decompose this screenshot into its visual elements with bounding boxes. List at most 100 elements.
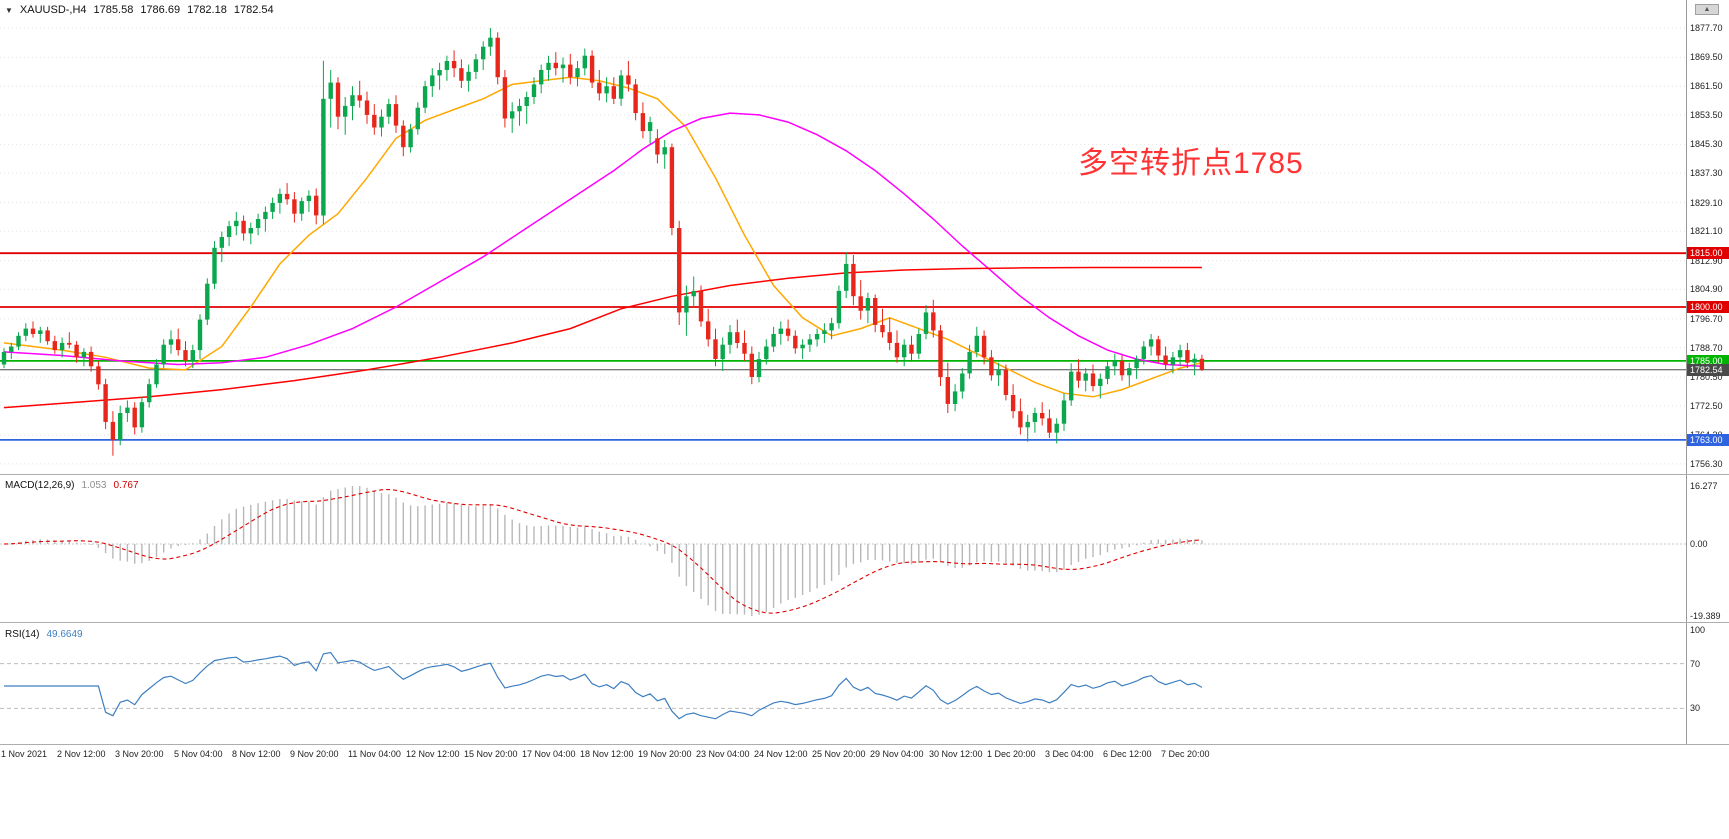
candle xyxy=(1185,342,1190,369)
candle xyxy=(154,359,159,388)
panel-separator-main-macd[interactable] xyxy=(0,474,1729,475)
candle xyxy=(364,91,370,124)
rsi-line xyxy=(4,651,1203,720)
candle xyxy=(197,314,203,360)
axis-top-button[interactable]: ▲ xyxy=(1695,4,1719,15)
candle xyxy=(822,323,827,343)
panel-separator-rsi-time[interactable] xyxy=(0,744,1729,745)
price-tick-label: 1756.30 xyxy=(1690,459,1723,469)
rsi-header: RSI(14) 49.6649 xyxy=(5,629,83,640)
candle xyxy=(785,319,791,342)
candle xyxy=(38,326,43,343)
candle xyxy=(451,50,457,78)
candle xyxy=(560,57,566,83)
candle xyxy=(314,188,319,225)
candle xyxy=(408,123,413,153)
time-axis-label: 19 Nov 20:00 xyxy=(638,749,692,759)
candle xyxy=(531,77,537,105)
candle xyxy=(756,351,762,383)
price-tick-label: 1861.50 xyxy=(1690,81,1723,91)
time-axis-label: 17 Nov 04:00 xyxy=(522,749,576,759)
candle xyxy=(1134,355,1139,379)
time-axis-label: 1 Nov 2021 xyxy=(1,749,48,759)
candle xyxy=(248,222,253,245)
candle xyxy=(698,285,704,327)
candle xyxy=(386,98,391,124)
candle xyxy=(633,79,638,121)
chart-annotation-text[interactable]: 多空转折点1785 xyxy=(1078,147,1304,180)
candle xyxy=(1141,341,1146,365)
rsi-indicator-chart[interactable] xyxy=(0,624,1686,744)
candle xyxy=(669,143,675,236)
macd-header: MACD(12,26,9) 1.053 0.767 xyxy=(5,480,139,491)
candle xyxy=(103,378,108,430)
candle xyxy=(1018,398,1023,435)
ohlc-open-value: 1785.58 xyxy=(93,4,134,16)
candle xyxy=(321,60,326,225)
candle xyxy=(742,330,747,361)
candle xyxy=(836,285,842,329)
candle xyxy=(219,231,224,263)
candle xyxy=(1040,402,1045,426)
price-tick-label: 1877.70 xyxy=(1690,23,1723,33)
candle xyxy=(357,80,362,108)
candle xyxy=(16,332,21,351)
time-axis-label: 18 Nov 12:00 xyxy=(580,749,634,759)
candle xyxy=(996,362,1001,386)
candle xyxy=(844,252,849,298)
rsi-axis-label: 100 xyxy=(1690,625,1706,635)
candle xyxy=(923,305,929,340)
candle xyxy=(466,64,471,92)
price-tick-label: 1821.10 xyxy=(1690,226,1723,236)
candle xyxy=(241,215,246,241)
candle xyxy=(1054,418,1059,444)
candle xyxy=(626,61,631,92)
candle xyxy=(415,102,420,135)
candle xyxy=(1083,368,1088,392)
time-axis-label: 8 Nov 12:00 xyxy=(232,749,281,759)
candle xyxy=(299,197,304,221)
price-axis[interactable]: 1877.70 1869.50 1861.50 1853.50 1845.30 1837.… xyxy=(1686,0,1729,745)
candle xyxy=(88,346,94,372)
candle xyxy=(335,77,341,130)
panel-separator-macd-rsi[interactable] xyxy=(0,622,1729,623)
time-axis-label: 1 Dec 20:00 xyxy=(987,749,1036,759)
symbol-collapse-icon[interactable]: ▼ xyxy=(5,5,13,15)
candle xyxy=(938,325,943,386)
level-price-badge: 1763.00 xyxy=(1687,434,1729,446)
candle xyxy=(749,346,754,385)
candle xyxy=(589,50,595,88)
candle xyxy=(677,220,682,325)
candle xyxy=(52,335,57,354)
rsi-value: 49.6649 xyxy=(46,629,83,640)
macd-indicator-chart[interactable] xyxy=(0,476,1686,622)
main-price-chart[interactable] xyxy=(0,0,1686,474)
candle xyxy=(277,188,283,214)
candle xyxy=(1069,363,1074,406)
candle xyxy=(778,321,783,345)
candle xyxy=(1119,355,1125,381)
time-axis[interactable]: 1 Nov 2021 2 Nov 12:00 3 Nov 20:00 5 Nov 04… xyxy=(0,745,1729,839)
candle xyxy=(1047,409,1052,439)
candle xyxy=(23,323,28,342)
candle xyxy=(1156,335,1161,363)
candle xyxy=(139,396,145,433)
candle xyxy=(873,294,878,333)
candle xyxy=(234,211,239,236)
candle xyxy=(401,120,406,157)
candle xyxy=(764,339,769,365)
candle xyxy=(176,328,181,356)
candle xyxy=(205,278,210,325)
candle xyxy=(967,344,972,379)
time-axis-label: 7 Dec 20:00 xyxy=(1161,749,1210,759)
candle xyxy=(125,400,130,422)
time-axis-label: 23 Nov 04:00 xyxy=(696,749,750,759)
candle xyxy=(1090,364,1096,392)
ma-slow-red xyxy=(3,266,1202,409)
candle xyxy=(255,213,261,236)
candle xyxy=(430,68,435,97)
candle xyxy=(81,348,87,367)
candle xyxy=(30,321,36,338)
time-axis-label: 12 Nov 12:00 xyxy=(406,749,460,759)
candle xyxy=(858,280,863,320)
